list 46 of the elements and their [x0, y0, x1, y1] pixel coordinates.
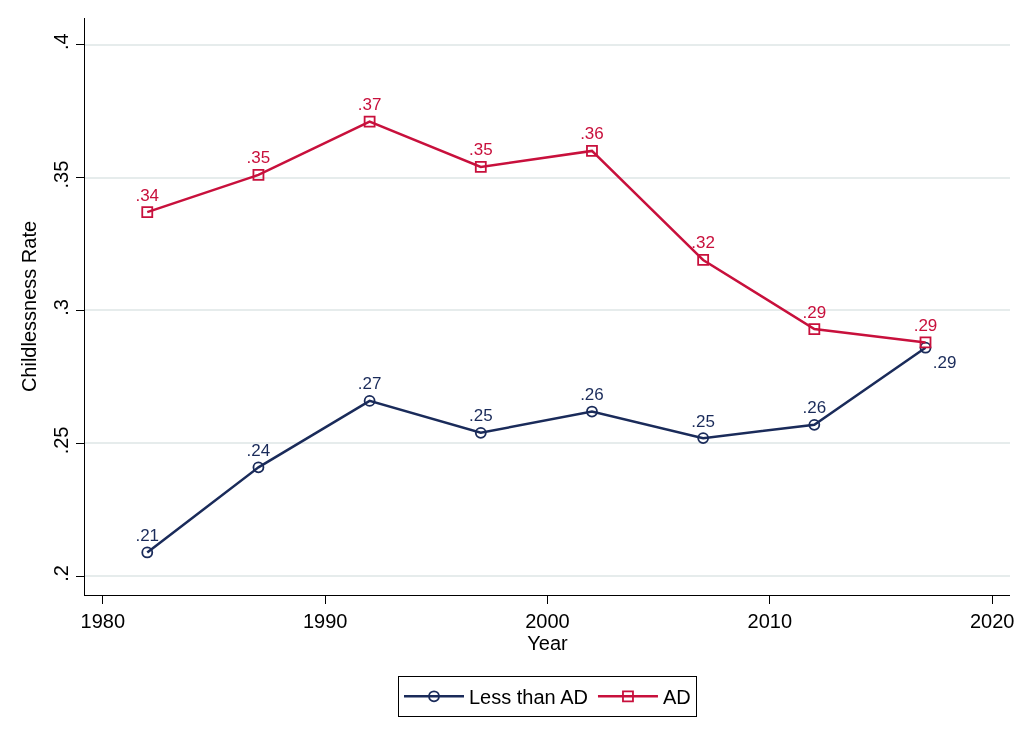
data-label: .25 [468, 406, 493, 426]
point [919, 336, 932, 349]
data-label: .29 [932, 352, 957, 372]
x-axis-title: Year [527, 632, 569, 654]
data-label: .26 [802, 398, 827, 418]
x-tick-label: 2010 [747, 610, 793, 632]
x-tick-label: 1980 [80, 610, 126, 632]
legend-label: Less than AD [469, 686, 588, 709]
y-tick-label: .2 [50, 565, 72, 582]
point [919, 341, 932, 354]
data-label: .25 [691, 411, 715, 431]
data-label: .37 [357, 95, 382, 115]
legend-label: AD [662, 686, 691, 709]
data-label: .29 [913, 315, 938, 335]
data-label: .26 [580, 385, 604, 405]
y-tick-label: .25 [50, 426, 72, 455]
point [697, 432, 710, 445]
data-label: .34 [135, 185, 160, 205]
point [808, 418, 821, 431]
data-label: .27 [357, 374, 382, 394]
point [141, 546, 154, 559]
y-tick-label: .3 [50, 299, 72, 316]
point [252, 168, 265, 181]
point [141, 206, 154, 219]
data-label: .32 [691, 233, 715, 253]
point [808, 323, 821, 335]
y-tick-label: .4 [50, 33, 72, 50]
data-label: .29 [802, 302, 827, 322]
point [252, 461, 265, 474]
data-label: .24 [246, 440, 271, 460]
point [363, 394, 376, 407]
y-tick-label: .35 [50, 160, 72, 189]
x-tick-label: 2020 [969, 610, 1015, 632]
x-tick-label: 1990 [302, 610, 348, 632]
data-label: .36 [580, 124, 604, 144]
point [363, 115, 376, 128]
point [474, 426, 487, 439]
y-axis-title: Childlessness Rate [17, 220, 40, 393]
x-tick-label: 2000 [525, 610, 570, 632]
point [474, 161, 487, 173]
point [586, 405, 598, 418]
point [697, 254, 710, 266]
data-label: .35 [246, 148, 271, 168]
point [586, 145, 598, 157]
data-label: .21 [135, 525, 160, 545]
data-label: .35 [468, 140, 493, 160]
